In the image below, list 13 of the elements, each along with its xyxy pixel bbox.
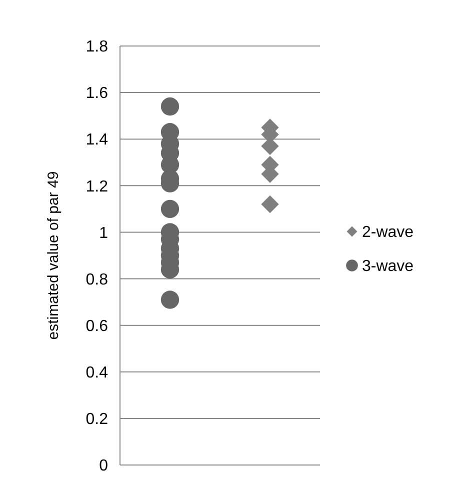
legend-label: 2-wave: [362, 224, 414, 242]
y-tick-label: 0.4: [86, 364, 108, 382]
y-tick-label: 1.6: [86, 85, 108, 102]
y-tick-label: 0.6: [86, 318, 108, 335]
y-tick-label: 1.8: [86, 38, 108, 56]
y-tick-label: 1.2: [86, 178, 108, 196]
legend-label: 3-wave: [362, 258, 414, 276]
y-tick-label: 0.8: [86, 271, 108, 288]
y-tick-label: 0: [99, 458, 108, 475]
y-tick-label: 0.2: [86, 411, 108, 428]
y-tick-label: 1.4: [86, 132, 108, 149]
y-tick-label: 1: [99, 224, 108, 242]
y-axis-title: estimated value of par 49: [45, 171, 62, 340]
